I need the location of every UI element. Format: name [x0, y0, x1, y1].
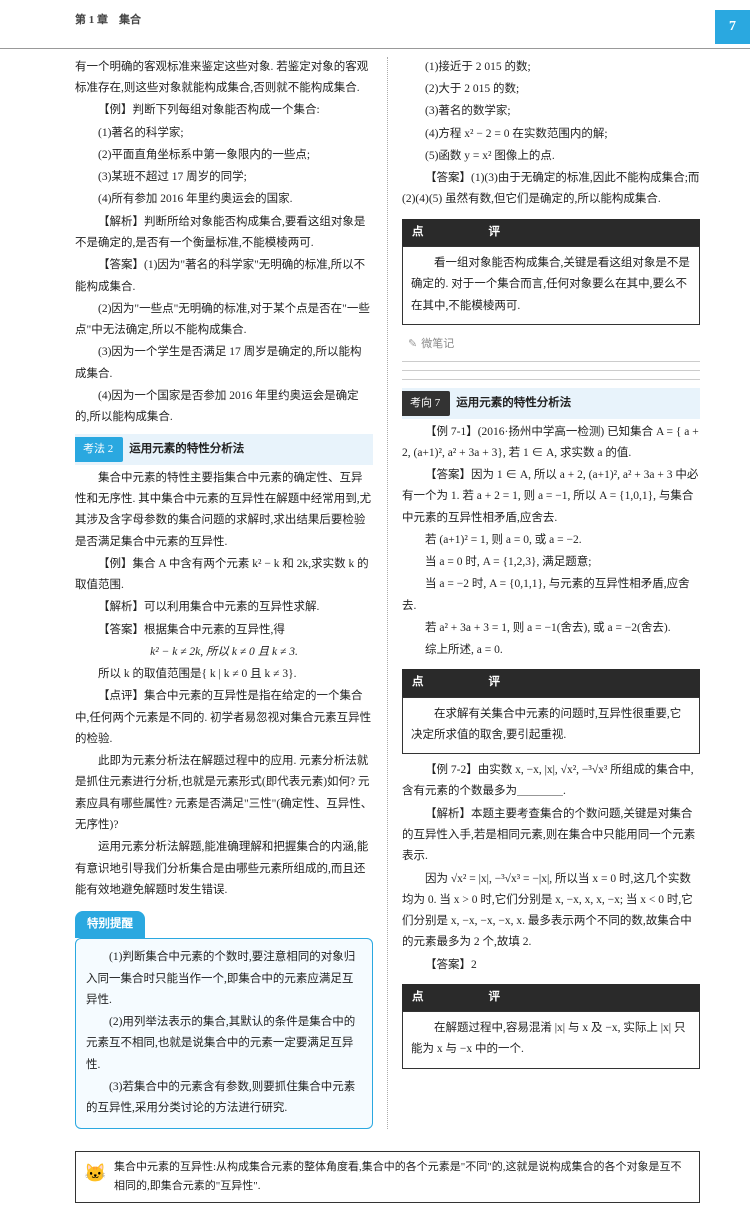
comment-text: 在求解有关集合中元素的问题时,互异性很重要,它决定所求值的取舍,要引起重视. [411, 704, 691, 747]
footer-text: 集合中元素的互异性:从构成集合元素的整体角度看,集合中的各个元素是"不同"的,这… [114, 1161, 682, 1192]
step: 当 a = 0 时, A = {1,2,3}, 满足题意; [402, 552, 700, 573]
comment-text: 看一组对象能否构成集合,关键是看这组对象是不是确定的. 对于一个集合而言,任何对… [411, 253, 691, 317]
answer: 【答案】(1)(3)由于无确定的标准,因此不能构成集合;而(2)(4)(5) 虽… [402, 168, 700, 211]
example-head: 【例】判断下列每组对象能否构成一个集合: [75, 100, 373, 121]
left-column: 有一个明确的客观标准来鉴定这些对象. 若鉴定对象的客观标准存在,则这些对象就能构… [75, 57, 387, 1130]
item: (1)著名的科学家; [75, 123, 373, 144]
item: (4)方程 x² − 2 = 0 在实数范围内的解; [402, 124, 700, 145]
note-bar: 微笔记 [402, 331, 700, 357]
formula: k² − k ≠ 2k, 所以 k ≠ 0 且 k ≠ 3. [75, 642, 373, 663]
example: 【例】集合 A 中含有两个元素 k² − k 和 2k,求实数 k 的取值范围. [75, 554, 373, 597]
answer: 【答案】2 [402, 955, 700, 976]
step: 综上所述, a = 0. [402, 640, 700, 661]
answer: 【答案】因为 1 ∈ A, 所以 a + 2, (a+1)², a² + 3a … [402, 465, 700, 529]
comment-bar: 点 评 [402, 984, 700, 1011]
chapter-title: 第 1 章 集合 [75, 10, 141, 30]
columns: 有一个明确的客观标准来鉴定这些对象. 若鉴定对象的客观标准存在,则这些对象就能构… [0, 49, 750, 1140]
note-lines [402, 370, 700, 376]
answer-item: (2)因为"一些点"无明确的标准,对于某个点是否在"一些点"中无法确定,所以不能… [75, 299, 373, 342]
comment: 此即为元素分析法在解题过程中的应用. 元素分析法就是抓住元素进行分析,也就是元素… [75, 751, 373, 836]
comment-box: 看一组对象能否构成集合,关键是看这组对象是不是确定的. 对于一个集合而言,任何对… [402, 246, 700, 325]
comment: 【点评】集合中元素的互异性是指在给定的一个集合中,任何两个元素是不同的. 初学者… [75, 686, 373, 750]
footer-note: 🐱 集合中元素的互异性:从构成集合元素的整体角度看,集合中的各个元素是"不同"的… [75, 1151, 700, 1202]
step: 若 a² + 3a + 3 = 1, 则 a = −1(舍去), 或 a = −… [402, 618, 700, 639]
page: 第 1 章 集合 7 有一个明确的客观标准来鉴定这些对象. 若鉴定对象的客观标准… [0, 0, 750, 1223]
para: 有一个明确的客观标准来鉴定这些对象. 若鉴定对象的客观标准存在,则这些对象就能构… [75, 57, 373, 100]
item: (4)所有参加 2016 年里约奥运会的国家. [75, 189, 373, 210]
answer-item: (4)因为一个国家是否参加 2016 年里约奥运会是确定的,所以能构成集合. [75, 386, 373, 429]
comment: 运用元素分析法解题,能准确理解和把握集合的内涵,能有意识地引导我们分析集合是由哪… [75, 837, 373, 901]
item: (2)大于 2 015 的数; [402, 79, 700, 100]
section-heading: 考向 7 运用元素的特性分析法 [402, 388, 700, 418]
item: (1)接近于 2 015 的数; [402, 57, 700, 78]
answer: 【答案】(1)因为"著名的科学家"无明确的标准,所以不能构成集合. [75, 255, 373, 298]
example: 【例 7-1】(2016·扬州中学高一检测) 已知集合 A = { a + 2,… [402, 422, 700, 465]
warn-item: (2)用列举法表示的集合,其默认的条件是集合中的元素互不相同,也就是说集合中的元… [86, 1012, 362, 1076]
page-number: 7 [715, 10, 750, 44]
answer: 【答案】根据集合中元素的互异性,得 [75, 620, 373, 641]
step: 若 (a+1)² = 1, 则 a = 0, 或 a = −2. [402, 530, 700, 551]
comment-box: 在求解有关集合中元素的问题时,互异性很重要,它决定所求值的取舍,要引起重视. [402, 697, 700, 755]
right-column: (1)接近于 2 015 的数; (2)大于 2 015 的数; (3)著名的数… [387, 57, 700, 1130]
item: (2)平面直角坐标系中第一象限内的一些点; [75, 145, 373, 166]
warn-item: (3)若集合中的元素含有参数,则要抓住集合中元素的互异性,采用分类讨论的方法进行… [86, 1077, 362, 1120]
analysis: 【解析】本题主要考查集合的个数问题,关键是对集合的互异性入手,若是相同元素,则在… [402, 804, 700, 868]
analysis: 【解析】判断所给对象能否构成集合,要看这组对象是不是确定的,是否有一个衡量标准,… [75, 212, 373, 255]
warning-box: (1)判断集合中元素的个数时,要注意相同的对象归入同一集合时只能当作一个,即集合… [75, 938, 373, 1129]
answer-item: (3)因为一个学生是否满足 17 周岁是确定的,所以能构成集合. [75, 342, 373, 385]
note-lines [402, 379, 700, 385]
step: 因为 √x² = |x|, −³√x³ = −|x|, 所以当 x = 0 时,… [402, 869, 700, 954]
step: 当 a = −2 时, A = {0,1,1}, 与元素的互异性相矛盾,应舍去. [402, 574, 700, 617]
note-lines [402, 361, 700, 367]
para: 集合中元素的特性主要指集合中元素的确定性、互异性和无序性. 其中集合中元素的互异… [75, 468, 373, 553]
item: (3)著名的数学家; [402, 101, 700, 122]
warn-item: (1)判断集合中元素的个数时,要注意相同的对象归入同一集合时只能当作一个,即集合… [86, 947, 362, 1011]
section-heading: 考法 2 运用元素的特性分析法 [75, 434, 373, 464]
item: (5)函数 y = x² 图像上的点. [402, 146, 700, 167]
warning-heading: 特别提醒 [75, 911, 145, 938]
result: 所以 k 的取值范围是{ k | k ≠ 0 且 k ≠ 3}. [75, 664, 373, 685]
method-tag: 考法 2 [75, 437, 123, 461]
item: (3)某班不超过 17 周岁的同学; [75, 167, 373, 188]
note-label: 微笔记 [421, 334, 454, 354]
comment-bar: 点 评 [402, 669, 700, 696]
analysis: 【解析】可以利用集合中元素的互异性求解. [75, 597, 373, 618]
example: 【例 7-2】由实数 x, −x, |x|, √x², −³√x³ 所组成的集合… [402, 760, 700, 803]
comment-text: 在解题过程中,容易混淆 |x| 与 x 及 −x, 实际上 |x| 只能为 x … [411, 1018, 691, 1061]
warning-section: 特别提醒 (1)判断集合中元素的个数时,要注意相同的对象归入同一集合时只能当作一… [75, 911, 373, 1129]
comment-bar: 点 评 [402, 219, 700, 246]
direction-title: 运用元素的特性分析法 [456, 397, 571, 409]
comment-box: 在解题过程中,容易混淆 |x| 与 x 及 −x, 实际上 |x| 只能为 x … [402, 1011, 700, 1069]
cat-icon: 🐱 [84, 1158, 106, 1189]
header: 第 1 章 集合 7 [0, 0, 750, 49]
method-title: 运用元素的特性分析法 [129, 443, 244, 455]
direction-tag: 考向 7 [402, 391, 450, 415]
